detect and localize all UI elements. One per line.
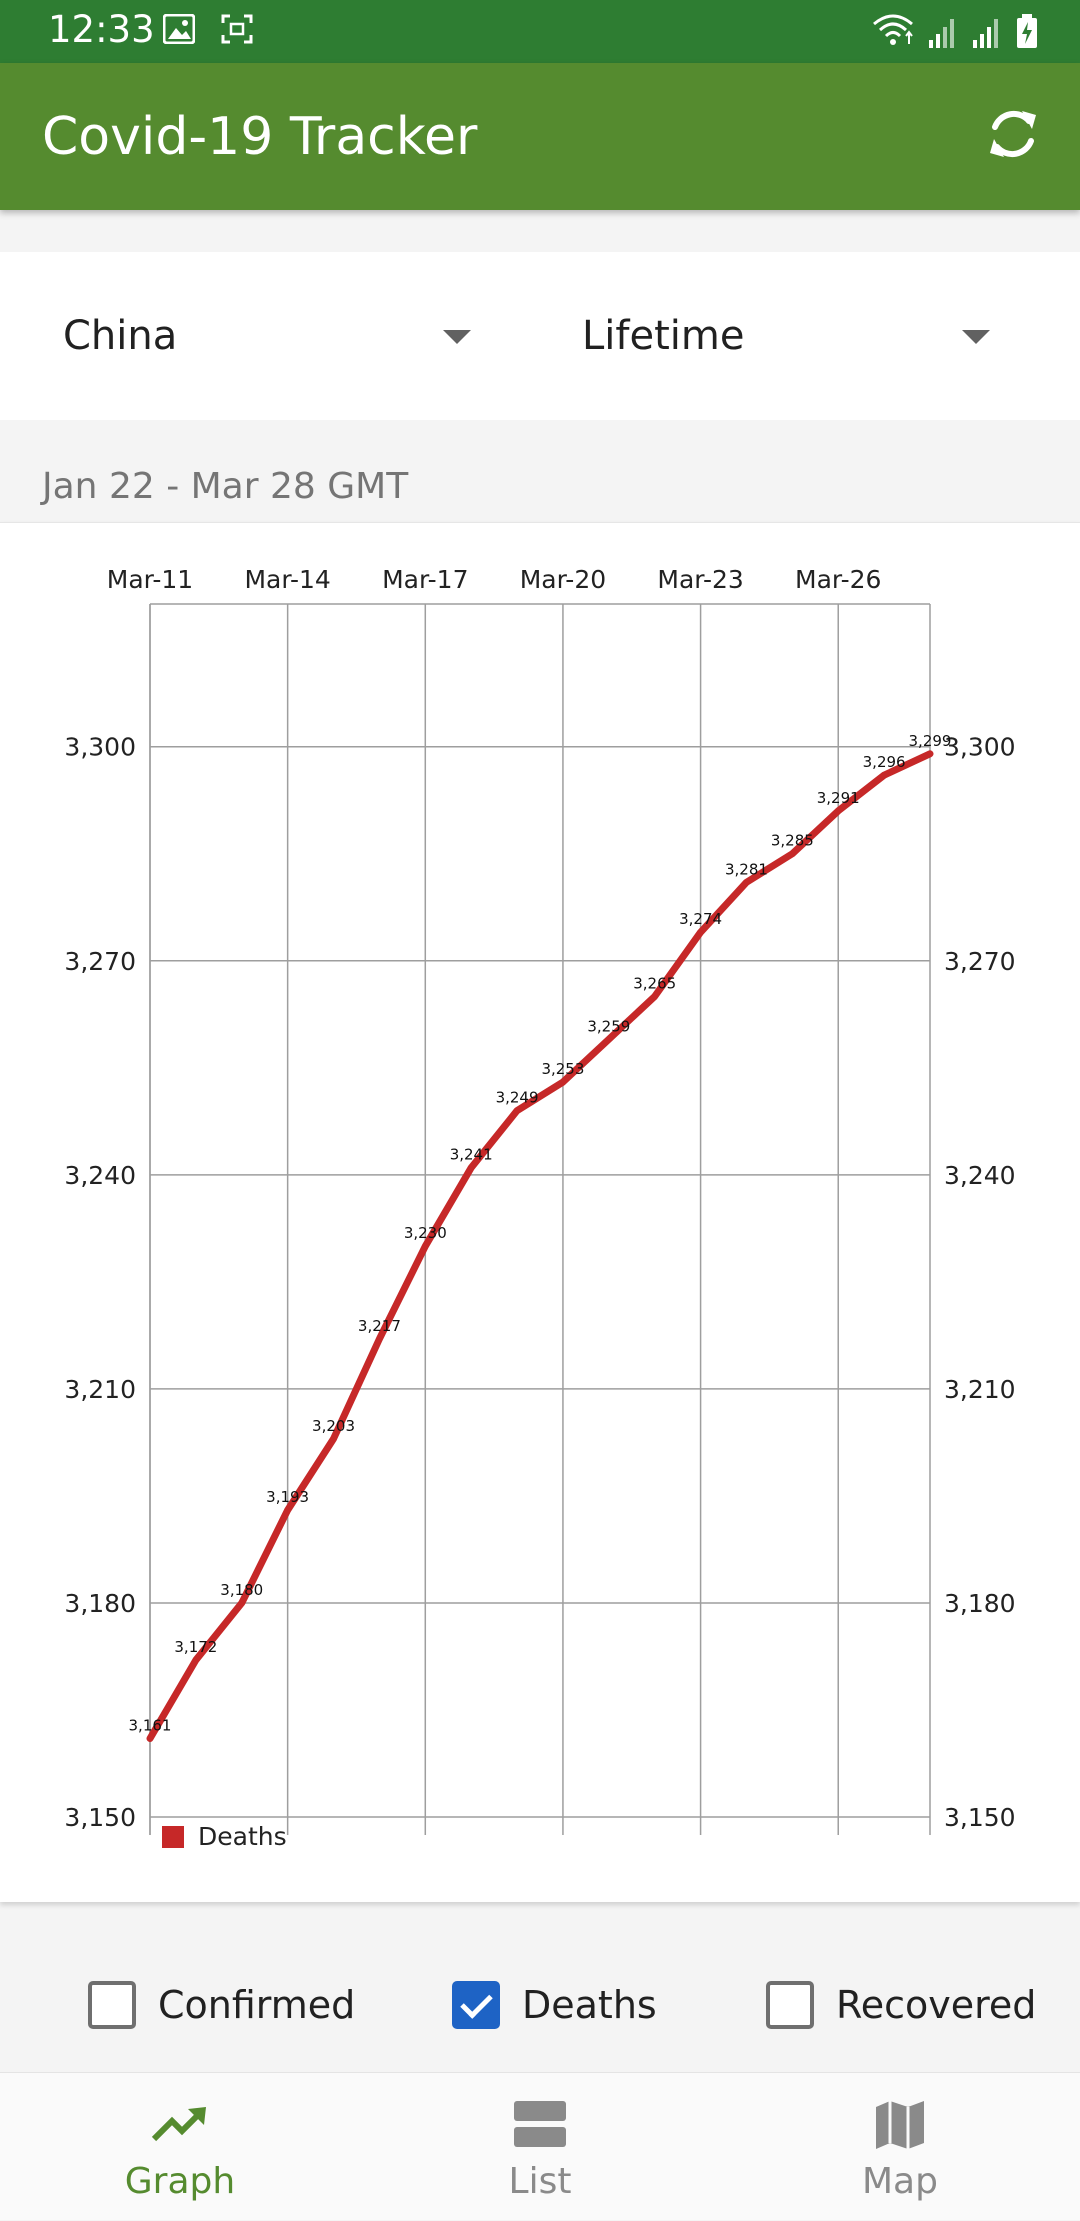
signal-icon xyxy=(973,19,998,48)
y-tick-label-left: 3,150 xyxy=(64,1803,136,1832)
map-icon xyxy=(876,2101,924,2149)
data-label: 3,161 xyxy=(129,1717,172,1735)
deaths-series-line xyxy=(146,750,934,1742)
data-label: 3,253 xyxy=(541,1060,584,1078)
data-label: 3,285 xyxy=(771,832,814,850)
data-label: 3,296 xyxy=(863,753,906,771)
status-time: 12:33 xyxy=(48,8,155,51)
date-range: Jan 22 - Mar 28 GMT xyxy=(42,466,409,507)
period-select-value: Lifetime xyxy=(582,313,745,359)
data-label: 3,180 xyxy=(220,1581,263,1599)
status-bar: 12:33 xyxy=(0,0,1080,63)
period-select[interactable]: Lifetime xyxy=(582,252,1002,420)
checkbox-deaths[interactable] xyxy=(452,1981,500,2029)
trending-up-icon xyxy=(151,2107,206,2142)
dropdown-arrow-icon xyxy=(962,330,990,344)
data-label: 3,291 xyxy=(817,789,860,807)
x-tick-label: Mar-17 xyxy=(382,565,468,594)
app-title: Covid-19 Tracker xyxy=(42,107,478,167)
y-tick-label-right: 3,180 xyxy=(944,1589,1016,1618)
x-tick-label: Mar-20 xyxy=(520,565,606,594)
y-tick-label-right: 3,150 xyxy=(944,1803,1016,1832)
x-tick-label: Mar-23 xyxy=(657,565,743,594)
filter-selectors: China Lifetime xyxy=(0,252,1080,420)
series-toggles: Confirmed Deaths Recovered xyxy=(0,1940,1080,2070)
y-tick-label-left: 3,240 xyxy=(64,1161,136,1190)
x-tick-label: Mar-11 xyxy=(107,565,193,594)
country-select[interactable]: China xyxy=(63,252,483,420)
screenshot-icon xyxy=(221,14,253,44)
data-label: 3,281 xyxy=(725,860,768,878)
x-tick-label: Mar-14 xyxy=(244,565,330,594)
data-label: 3,241 xyxy=(450,1146,493,1164)
deaths-line-chart: Mar-11 Mar-14 Mar-17 Mar-20 Mar-23 Mar-26 3,15… xyxy=(64,565,1016,1835)
y-tick-label-left: 3,300 xyxy=(64,733,136,762)
toggle-confirmed[interactable]: Confirmed xyxy=(88,1940,355,2070)
nav-label-map: Map xyxy=(862,2161,938,2202)
nav-item-map[interactable]: Map xyxy=(720,2073,1080,2221)
data-label: 3,193 xyxy=(266,1488,309,1506)
nav-item-list[interactable]: List xyxy=(360,2073,720,2221)
signal-icon xyxy=(929,19,954,48)
checkbox-recovered[interactable] xyxy=(766,1981,814,2029)
data-label: 3,249 xyxy=(496,1089,539,1107)
refresh-button[interactable] xyxy=(982,103,1044,165)
y-tick-label-right: 3,210 xyxy=(944,1375,1016,1404)
data-label: 3,203 xyxy=(312,1417,355,1435)
y-tick-label-left: 3,270 xyxy=(64,947,136,976)
x-tick-label: Mar-26 xyxy=(795,565,881,594)
dropdown-arrow-icon xyxy=(443,330,471,344)
data-label: 3,259 xyxy=(587,1017,630,1035)
y-tick-label-left: 3,210 xyxy=(64,1375,136,1404)
y-tick-label-right: 3,240 xyxy=(944,1161,1016,1190)
y-tick-label-right: 3,270 xyxy=(944,947,1016,976)
y-tick-label-left: 3,180 xyxy=(64,1589,136,1618)
toggle-label-confirmed: Confirmed xyxy=(158,1983,356,2027)
data-label: 3,299 xyxy=(909,732,952,750)
data-label: 3,274 xyxy=(679,910,722,928)
bottom-nav: Graph List Map xyxy=(0,2072,1080,2220)
app-bar: Covid-19 Tracker xyxy=(0,63,1080,210)
toggle-recovered[interactable]: Recovered xyxy=(766,1940,1036,2070)
data-label: 3,265 xyxy=(633,974,676,992)
data-label: 3,172 xyxy=(174,1638,217,1656)
legend-label-deaths: Deaths xyxy=(198,1822,287,1851)
nav-item-graph[interactable]: Graph xyxy=(0,2073,360,2221)
country-select-value: China xyxy=(63,313,178,359)
nav-label-list: List xyxy=(508,2161,572,2202)
y-tick-label-right: 3,300 xyxy=(944,733,1016,762)
chart-card xyxy=(0,522,1080,1902)
nav-label-graph: Graph xyxy=(124,2161,236,2202)
refresh-icon xyxy=(990,110,1036,158)
checkbox-confirmed[interactable] xyxy=(88,1981,136,2029)
toggle-deaths[interactable]: Deaths xyxy=(452,1940,657,2070)
chart-legend: Deaths xyxy=(162,1822,287,1851)
image-icon xyxy=(163,14,195,44)
toggle-label-deaths: Deaths xyxy=(522,1983,657,2027)
toggle-label-recovered: Recovered xyxy=(836,1983,1037,2027)
data-label: 3,230 xyxy=(404,1224,447,1242)
data-label: 3,217 xyxy=(358,1317,401,1335)
wifi-icon xyxy=(873,14,913,45)
legend-swatch-deaths xyxy=(162,1825,184,1848)
battery-charging-icon xyxy=(1017,14,1037,48)
list-icon xyxy=(514,2101,566,2147)
